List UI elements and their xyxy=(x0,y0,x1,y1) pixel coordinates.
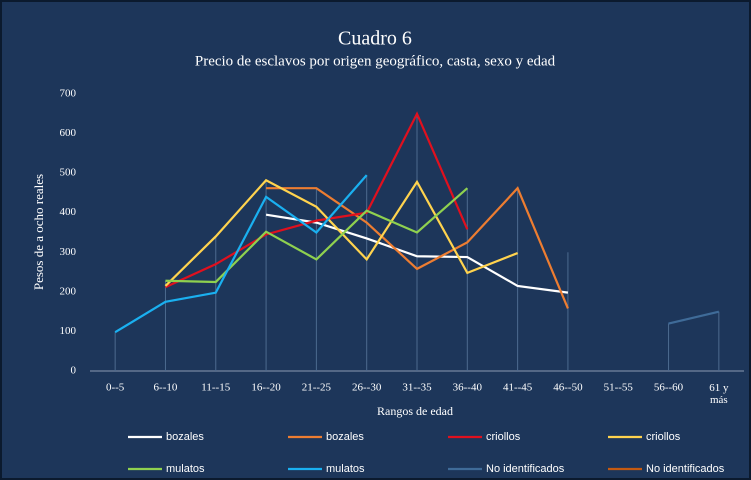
y-tick-label: 200 xyxy=(60,285,77,297)
y-tick-label: 700 xyxy=(60,88,77,100)
x-tick-label-line: más xyxy=(710,394,728,406)
x-tick-label-line: 61 y xyxy=(709,382,729,394)
x-tick-label: 56--60 xyxy=(654,382,684,394)
y-tick-label: 300 xyxy=(60,246,77,258)
y-axis-label: Pesos de a ocho reales xyxy=(31,174,46,290)
y-tick-label: 100 xyxy=(60,325,77,337)
legend-label: mulatos xyxy=(326,463,365,475)
y-tick-label: 0 xyxy=(71,365,77,377)
x-tick-label: 26--30 xyxy=(352,382,382,394)
x-axis-label: Rangos de edad xyxy=(377,404,453,418)
x-tick-label: 11--15 xyxy=(201,382,230,394)
series-line xyxy=(668,310,720,325)
x-tick-label: 61 y más xyxy=(709,382,729,406)
x-tick-label: 51--55 xyxy=(604,382,634,394)
legend-label: criollos xyxy=(486,431,521,443)
series-line xyxy=(165,187,469,284)
chart-subtitle: Precio de esclavos por origen geográfico… xyxy=(195,53,556,69)
x-tick-label: 31--35 xyxy=(402,382,432,394)
x-tick-label: 6--10 xyxy=(154,382,178,394)
legend-label: No identificados xyxy=(646,463,725,475)
series-line xyxy=(114,174,368,334)
legend-label: criollos xyxy=(646,431,681,443)
x-tick-label: 41--45 xyxy=(503,382,533,394)
y-tick-label: 400 xyxy=(60,206,77,218)
y-tick-label: 500 xyxy=(60,167,77,179)
legend-label: No identificados xyxy=(486,463,565,475)
series-line xyxy=(266,186,569,309)
y-tick-label: 600 xyxy=(60,127,77,139)
series-line xyxy=(164,178,519,287)
chart-title: Cuadro 6 xyxy=(338,28,412,50)
series-line xyxy=(265,213,569,294)
legend-label: mulatos xyxy=(166,463,205,475)
x-tick-label: 46--50 xyxy=(553,382,583,394)
x-tick-label: 0--5 xyxy=(106,382,125,394)
x-tick-label: 16--20 xyxy=(251,382,281,394)
legend-label: bozales xyxy=(166,431,204,443)
x-tick-label: 36--40 xyxy=(453,382,483,394)
x-tick-label: 21--25 xyxy=(302,382,332,394)
series-line xyxy=(165,111,469,289)
legend-label: bozales xyxy=(326,431,364,443)
